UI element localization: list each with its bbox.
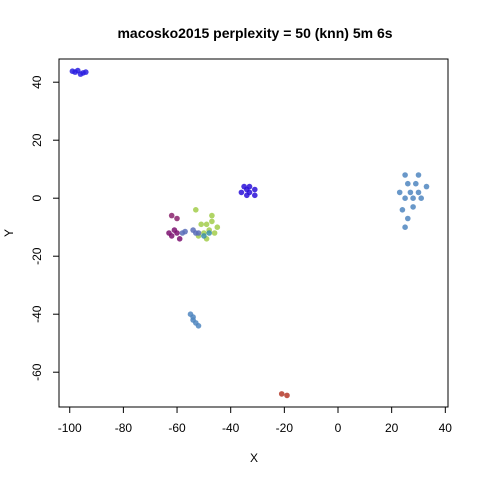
y-tick-label: -20 bbox=[30, 247, 44, 265]
cluster-9 bbox=[278, 391, 290, 399]
data-point-7-1 bbox=[206, 230, 212, 236]
cluster-4 bbox=[166, 227, 183, 242]
data-point-3-3 bbox=[209, 218, 215, 225]
data-point-7-0 bbox=[201, 233, 207, 239]
data-point-2-3 bbox=[252, 192, 258, 199]
x-tick-label: 0 bbox=[335, 421, 342, 435]
cluster-0 bbox=[396, 172, 430, 230]
data-point-3-0 bbox=[193, 207, 199, 213]
x-axis: -100 -80 -60 -40 -20 0 20 40 bbox=[58, 407, 453, 435]
x-tick-label: -60 bbox=[168, 421, 186, 435]
y-axis-label: Y bbox=[2, 229, 16, 237]
cluster-8 bbox=[187, 311, 202, 329]
cluster-1 bbox=[69, 67, 89, 77]
data-point-5-1 bbox=[174, 215, 180, 222]
data-point-3-4 bbox=[214, 224, 221, 230]
y-tick-label: -60 bbox=[30, 363, 44, 381]
y-tick-label: -40 bbox=[30, 305, 44, 323]
x-axis-label: X bbox=[250, 451, 258, 465]
data-point-3-10 bbox=[209, 212, 215, 219]
data-point-3-1 bbox=[198, 221, 204, 228]
data-point-8-3 bbox=[195, 323, 202, 329]
data-point-1-5 bbox=[83, 69, 89, 75]
data-point-8-4 bbox=[190, 317, 196, 323]
data-point-0-11 bbox=[405, 180, 411, 187]
data-point-1-3 bbox=[77, 71, 84, 77]
y-tick-label: 0 bbox=[30, 195, 44, 202]
plot-area bbox=[69, 67, 430, 399]
data-point-0-8 bbox=[396, 189, 403, 196]
data-point-3-2 bbox=[203, 221, 210, 228]
data-point-2-7 bbox=[244, 186, 250, 193]
data-point-0-3 bbox=[418, 195, 425, 201]
data-point-0-14 bbox=[402, 195, 408, 201]
chart-title: macosko2015 perplexity = 50 (knn) 5m 6s bbox=[117, 25, 392, 41]
data-point-2-2 bbox=[252, 186, 258, 193]
data-point-9-1 bbox=[284, 392, 290, 399]
x-tick-label: -40 bbox=[222, 421, 240, 435]
plot-frame bbox=[58, 58, 449, 408]
x-tick-label: 20 bbox=[385, 421, 399, 435]
data-point-0-6 bbox=[402, 224, 408, 230]
data-point-3-9 bbox=[211, 230, 218, 236]
data-point-1-4 bbox=[69, 68, 76, 74]
y-tick-label: 40 bbox=[30, 75, 44, 89]
x-tick-label: -80 bbox=[115, 421, 133, 435]
cluster-5 bbox=[168, 212, 180, 222]
data-point-0-12 bbox=[415, 189, 422, 196]
x-tick-label: 40 bbox=[439, 421, 453, 435]
y-axis: 40 20 0 -20 -40 -60 bbox=[30, 75, 59, 381]
data-point-0-2 bbox=[423, 183, 430, 190]
data-point-6-4 bbox=[182, 228, 188, 235]
data-point-0-5 bbox=[405, 215, 411, 222]
data-point-5-0 bbox=[168, 212, 175, 219]
x-tick-label: -100 bbox=[58, 421, 82, 435]
data-point-0-13 bbox=[410, 195, 416, 201]
data-point-4-3 bbox=[171, 227, 178, 233]
data-point-0-7 bbox=[399, 207, 406, 213]
data-point-2-5 bbox=[238, 189, 245, 196]
data-point-0-4 bbox=[410, 204, 416, 210]
cluster-6 bbox=[179, 227, 202, 236]
x-tick-label: -20 bbox=[276, 421, 294, 435]
cluster-2 bbox=[238, 183, 258, 199]
cluster-7 bbox=[201, 230, 212, 239]
data-point-0-9 bbox=[407, 189, 414, 196]
data-point-0-10 bbox=[413, 180, 419, 187]
data-point-6-2 bbox=[195, 230, 202, 236]
data-point-4-2 bbox=[176, 236, 183, 242]
data-point-0-1 bbox=[415, 172, 422, 178]
data-point-4-4 bbox=[166, 230, 172, 236]
data-point-0-0 bbox=[402, 172, 408, 178]
y-tick-label: 20 bbox=[30, 133, 44, 147]
data-point-9-0 bbox=[278, 391, 285, 397]
